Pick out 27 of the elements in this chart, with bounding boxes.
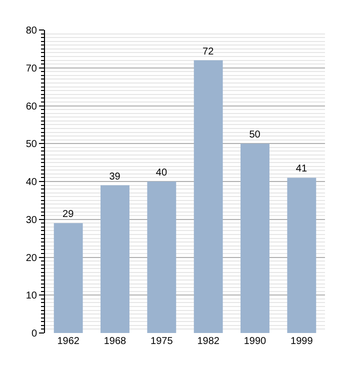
x-tick-label: 1982 bbox=[197, 336, 220, 347]
data-label: 40 bbox=[156, 168, 168, 178]
y-tick-label: 10 bbox=[26, 290, 38, 302]
y-tick-label: 80 bbox=[26, 26, 38, 36]
x-tick-label: 1999 bbox=[290, 336, 314, 347]
y-tick-label: 40 bbox=[26, 177, 38, 188]
bar bbox=[194, 60, 223, 333]
data-label: 29 bbox=[62, 209, 74, 220]
y-tick-label: 20 bbox=[26, 252, 38, 264]
y-tick-label: 0 bbox=[31, 328, 38, 340]
x-tick-label: 1990 bbox=[244, 336, 267, 347]
y-tick-label: 60 bbox=[26, 101, 38, 112]
bar bbox=[287, 178, 316, 333]
y-tick-label: 50 bbox=[26, 139, 38, 150]
bar bbox=[147, 182, 176, 333]
y-tick-label: 30 bbox=[26, 214, 38, 226]
bar bbox=[54, 223, 83, 333]
data-label: 39 bbox=[109, 171, 121, 182]
data-label: 50 bbox=[249, 130, 261, 141]
x-tick-label: 1975 bbox=[150, 336, 174, 347]
x-tick-label: 1962 bbox=[57, 336, 80, 347]
data-label: 72 bbox=[202, 46, 214, 58]
data-label: 41 bbox=[296, 164, 308, 175]
y-tick-label: 70 bbox=[26, 63, 38, 74]
x-tick-label: 1968 bbox=[104, 336, 127, 347]
bar bbox=[100, 185, 130, 333]
bar bbox=[240, 144, 270, 333]
